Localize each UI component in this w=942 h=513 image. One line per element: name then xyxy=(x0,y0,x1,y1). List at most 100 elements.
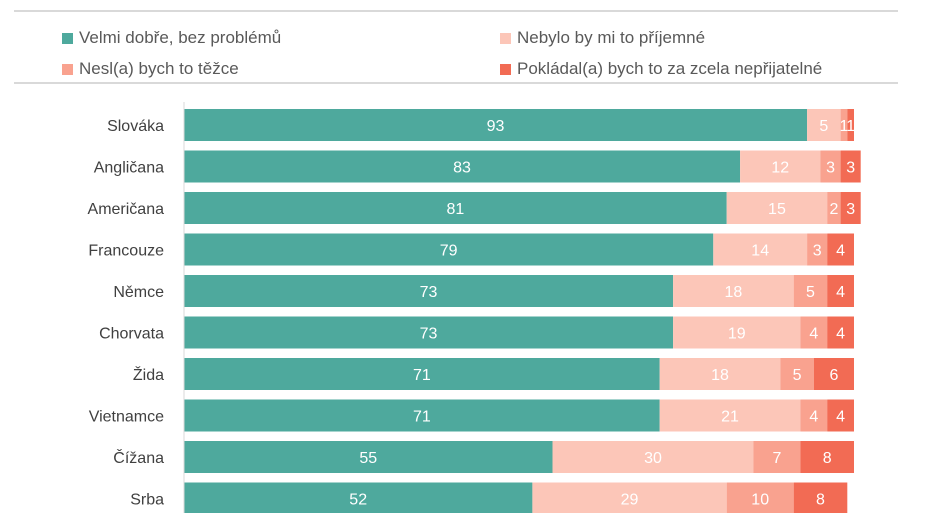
legend-label: Velmi dobře, bez problémů xyxy=(79,28,282,47)
legend-label: Pokládal(a) bych to za zcela nepřijateln… xyxy=(517,59,823,78)
legend: Velmi dobře, bez problémů Nebylo by mi t… xyxy=(14,10,898,84)
bar-segment xyxy=(847,109,854,141)
data-label: 4 xyxy=(836,284,845,301)
data-label: 73 xyxy=(420,284,438,301)
bar-segment xyxy=(184,192,727,224)
data-label: 8 xyxy=(823,450,832,467)
bar-segment xyxy=(753,441,801,473)
data-label: 3 xyxy=(846,201,855,218)
data-label: 5 xyxy=(793,367,802,384)
bar-segment xyxy=(659,358,781,390)
data-label: 83 xyxy=(453,160,471,177)
bar-segment xyxy=(184,275,674,307)
category-label: Slováka xyxy=(107,118,164,135)
data-label: 29 xyxy=(621,492,639,509)
bar-segment xyxy=(552,441,754,473)
data-label: 73 xyxy=(420,326,438,343)
category-label: Vietnamce xyxy=(89,409,164,426)
legend-item-3: Pokládal(a) bych to za zcela nepřijateln… xyxy=(500,59,822,79)
data-label: 3 xyxy=(813,243,822,260)
data-label: 2 xyxy=(829,201,838,218)
bar-segment xyxy=(800,316,828,349)
category-label: Srba xyxy=(130,492,164,509)
bar-segment xyxy=(184,109,808,141)
category-label: Čížana xyxy=(113,448,164,467)
data-label: 5 xyxy=(819,118,828,135)
legend-label: Nebylo by mi to příjemné xyxy=(517,28,706,47)
data-label: 19 xyxy=(728,326,746,343)
bar-segment xyxy=(740,150,821,183)
bar-segment xyxy=(726,192,828,224)
bar-segment xyxy=(184,482,533,513)
data-label: 6 xyxy=(829,367,838,384)
data-label: 30 xyxy=(644,450,662,467)
legend-swatch xyxy=(62,63,73,75)
data-label: 4 xyxy=(836,243,845,260)
legend-label: Nesl(a) bych to těžce xyxy=(79,59,239,78)
bar-segment xyxy=(713,233,808,266)
data-label: 1 xyxy=(846,118,855,135)
bar-segment xyxy=(673,316,801,349)
legend-item-1: Nebylo by mi to příjemné xyxy=(500,28,705,48)
data-label: 18 xyxy=(711,367,729,384)
data-label: 15 xyxy=(768,201,786,218)
data-label: 93 xyxy=(487,118,505,135)
bar-segment xyxy=(800,399,828,432)
bar-segment xyxy=(827,192,841,224)
bar-segment xyxy=(827,275,854,307)
bar-segment xyxy=(800,441,854,473)
data-label: 18 xyxy=(725,284,743,301)
bar-segment xyxy=(532,482,727,513)
bar-segment xyxy=(840,192,861,224)
data-label: 4 xyxy=(836,409,845,426)
data-label: 12 xyxy=(771,160,789,177)
bar-segment xyxy=(827,399,854,432)
data-label: 4 xyxy=(809,409,818,426)
data-label: 3 xyxy=(826,160,835,177)
bar-segment xyxy=(780,358,814,390)
data-label: 71 xyxy=(413,367,431,384)
data-label: 55 xyxy=(359,450,377,467)
category-label: Francouze xyxy=(88,243,164,260)
data-label: 8 xyxy=(816,492,825,509)
bar-segment xyxy=(793,482,848,513)
data-label: 10 xyxy=(751,492,769,509)
category-label: Žida xyxy=(133,365,164,384)
bar-segment xyxy=(673,275,794,307)
data-label: 3 xyxy=(846,160,855,177)
data-label: 14 xyxy=(751,243,769,260)
bar-segment xyxy=(726,482,794,513)
data-label: 1 xyxy=(839,118,848,135)
bar-segment xyxy=(827,316,854,349)
bar-segment xyxy=(827,233,854,266)
bar-segment xyxy=(813,358,854,390)
data-label: 79 xyxy=(440,243,458,260)
bar-segment xyxy=(184,233,714,266)
data-label: 4 xyxy=(836,326,845,343)
bar-segment xyxy=(659,399,801,432)
bar-segment xyxy=(807,233,828,266)
bar-segment xyxy=(840,109,848,141)
legend-item-2: Nesl(a) bych to těžce xyxy=(62,59,239,79)
data-label: 81 xyxy=(446,201,464,218)
data-label: 52 xyxy=(349,492,367,509)
category-label: Němce xyxy=(113,284,164,301)
category-label: Američana xyxy=(88,201,165,218)
legend-swatch xyxy=(500,63,511,75)
legend-swatch xyxy=(62,32,73,44)
bar-segment xyxy=(840,150,861,183)
bar-segment xyxy=(807,109,841,141)
bar-segment xyxy=(184,399,660,432)
data-label: 4 xyxy=(809,326,818,343)
bar-segment xyxy=(184,358,660,390)
legend-swatch xyxy=(500,32,511,44)
bar-segment xyxy=(184,441,553,473)
data-label: 71 xyxy=(413,409,431,426)
category-label: Chorvata xyxy=(99,326,164,343)
bar-segment xyxy=(820,150,841,183)
bar-segment xyxy=(793,275,828,307)
category-label: Angličana xyxy=(94,160,164,177)
data-label: 21 xyxy=(721,409,739,426)
bar-segment xyxy=(184,150,741,183)
